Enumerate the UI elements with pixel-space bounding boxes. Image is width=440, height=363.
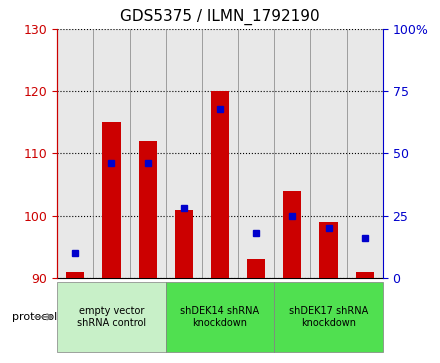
Text: shDEK17 shRNA
knockdown: shDEK17 shRNA knockdown	[289, 306, 368, 328]
Bar	[211, 91, 229, 278]
Bar	[319, 222, 337, 278]
Bar	[247, 259, 265, 278]
Bar	[103, 122, 121, 278]
Title: GDS5375 / ILMN_1792190: GDS5375 / ILMN_1792190	[120, 9, 320, 25]
FancyBboxPatch shape	[57, 282, 166, 352]
Bar	[283, 191, 301, 278]
Bar	[139, 141, 157, 278]
Text: shDEK14 shRNA
knockdown: shDEK14 shRNA knockdown	[180, 306, 260, 328]
Text: empty vector
shRNA control: empty vector shRNA control	[77, 306, 146, 328]
Bar	[356, 272, 374, 278]
Bar	[175, 209, 193, 278]
Text: protocol: protocol	[12, 312, 57, 322]
FancyBboxPatch shape	[274, 282, 383, 352]
FancyBboxPatch shape	[166, 282, 274, 352]
Bar	[66, 272, 84, 278]
